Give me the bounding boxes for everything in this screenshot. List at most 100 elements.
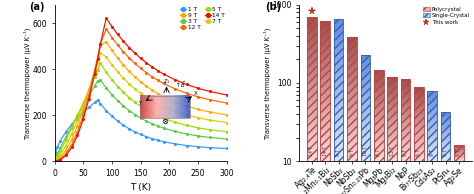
Bar (307, 139, 317, 140)
Bar (401, 123, 410, 124)
Bar (334, 125, 344, 126)
Bar (401, 125, 410, 126)
Bar (401, 128, 410, 129)
Bar (320, 135, 330, 136)
Bar (334, 30, 344, 31)
Bar (307, 98, 317, 99)
Bar (428, 138, 437, 139)
Bar (441, 159, 450, 160)
Bar (414, 87, 424, 161)
Bar (347, 124, 357, 125)
Bar (334, 92, 344, 93)
Bar (374, 97, 383, 98)
Bar (428, 155, 437, 156)
Bar (387, 77, 397, 161)
Bar (334, 146, 344, 147)
Bar (307, 140, 317, 141)
Bar (428, 108, 437, 109)
Bar (387, 79, 397, 80)
Bar (387, 138, 397, 139)
Bar (307, 83, 317, 84)
Bar (320, 71, 330, 72)
Bar (320, 41, 330, 42)
Bar (334, 44, 344, 45)
Bar (320, 54, 330, 55)
Bar (307, 106, 317, 107)
Bar (307, 56, 317, 57)
Bar (320, 66, 330, 67)
Bar (441, 156, 450, 157)
Bar (374, 83, 383, 84)
Bar (414, 123, 424, 124)
Bar (334, 66, 344, 67)
Bar (374, 142, 383, 143)
Bar (320, 159, 330, 160)
Bar (361, 121, 370, 122)
Bar (320, 107, 330, 108)
Bar (334, 157, 344, 158)
Y-axis label: Transverse thermopower (μV K⁻¹): Transverse thermopower (μV K⁻¹) (23, 27, 31, 139)
Bar (428, 125, 437, 126)
Bar (334, 131, 344, 132)
Bar (387, 151, 397, 152)
Bar (307, 19, 317, 20)
Bar (347, 118, 357, 119)
Bar (361, 103, 370, 104)
Bar (361, 65, 370, 66)
Text: 9 T: 9 T (430, 149, 435, 156)
Bar (387, 78, 397, 79)
Bar (401, 132, 410, 133)
Bar (374, 128, 383, 129)
Bar (334, 43, 344, 44)
Bar (320, 117, 330, 118)
Bar (334, 38, 344, 39)
Bar (334, 34, 344, 35)
Bar (414, 136, 424, 137)
Bar (361, 55, 370, 56)
Bar (387, 133, 397, 134)
Bar (414, 128, 424, 129)
Bar (307, 26, 317, 27)
Bar (387, 126, 397, 127)
Bar (441, 112, 450, 161)
Bar (334, 40, 344, 41)
Bar (347, 139, 357, 140)
Bar (334, 20, 344, 21)
Bar (414, 115, 424, 116)
Bar (441, 124, 450, 125)
Bar (320, 129, 330, 130)
Bar (320, 114, 330, 115)
Bar (441, 130, 450, 131)
Bar (334, 35, 344, 36)
Bar (374, 86, 383, 87)
Bar (334, 123, 344, 124)
Bar (361, 150, 370, 151)
Bar (307, 64, 317, 65)
Bar (387, 114, 397, 115)
Bar (334, 100, 344, 101)
Bar (347, 157, 357, 158)
Bar (428, 117, 437, 118)
Bar (307, 91, 317, 92)
Bar (387, 145, 397, 146)
Bar (401, 111, 410, 112)
Bar (387, 105, 397, 106)
Bar (387, 129, 397, 130)
Bar (347, 158, 357, 159)
Bar (347, 152, 357, 153)
Bar (320, 140, 330, 141)
Bar (347, 37, 357, 38)
Bar (387, 90, 397, 91)
Bar (307, 41, 317, 42)
Bar (414, 105, 424, 106)
Bar (361, 82, 370, 83)
Bar (374, 76, 383, 77)
Bar (414, 109, 424, 110)
Bar (334, 48, 344, 49)
Bar (361, 136, 370, 137)
Bar (307, 27, 317, 28)
Bar (307, 81, 317, 82)
Bar (441, 131, 450, 132)
Bar (334, 42, 344, 43)
Bar (334, 107, 344, 108)
